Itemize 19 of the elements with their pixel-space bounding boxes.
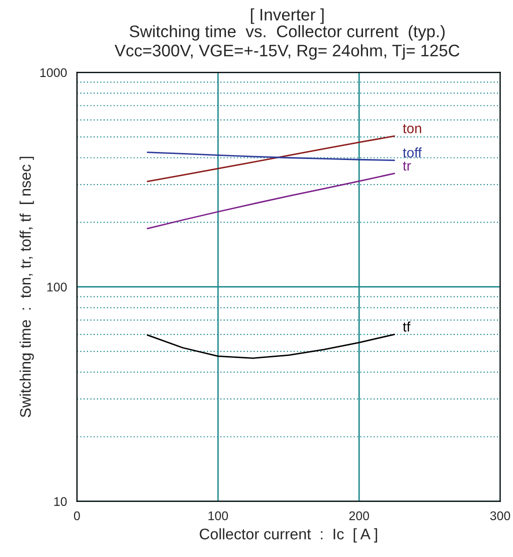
x-tick-label: 300 [490, 511, 510, 520]
series-label: toff [402, 147, 422, 158]
y-tick-label: 10 [54, 497, 67, 506]
y-tick-label: 1000 [40, 68, 67, 78]
x-tick-label: 100 [208, 511, 228, 520]
x-axis-title: Collector current : Ic [ A ] [200, 528, 378, 542]
x-tick-label: 0 [74, 511, 80, 520]
line-series [146, 172, 396, 230]
series-label: tf [402, 321, 410, 332]
chart-title: [ Inverter ] [250, 8, 324, 24]
chart-subtitle: Switching time vs. Collector current (typ.) Vcc=300V, VGE=+-15V, Rg= 24ohm, Tj= 125C [114, 25, 460, 60]
line-series [146, 334, 396, 359]
series-label: tr [402, 162, 411, 171]
x-tick-label: 200 [349, 511, 370, 520]
y-axis-title: Switching time : ton, tr, toff, tf [ nsec ] [20, 156, 34, 418]
y-tick-label: 100 [47, 282, 67, 292]
line-series [146, 135, 396, 182]
series-label: ton [402, 124, 422, 134]
line-series [146, 152, 396, 162]
